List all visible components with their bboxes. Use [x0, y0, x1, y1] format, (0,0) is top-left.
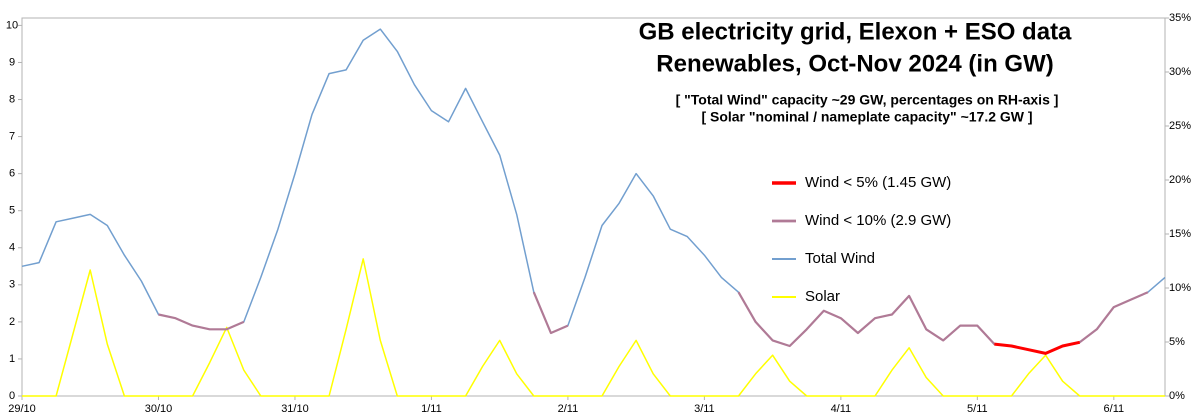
y-tick-label: 4: [9, 242, 15, 254]
chart-title: GB electricity grid, Elexon + ESO data: [639, 18, 1072, 45]
y2-tick-label: 20%: [1169, 174, 1191, 186]
y2-tick-label: 25%: [1169, 120, 1191, 132]
x-tick-label: 6/11: [1104, 403, 1125, 415]
x-tick-label: 2/11: [558, 403, 579, 415]
x-tick-label: 29/10: [8, 403, 36, 415]
annotation: [ "Total Wind" capacity ~29 GW, percenta…: [676, 92, 1059, 108]
y-tick-label: 2: [9, 316, 15, 328]
annotation: [ Solar "nominal / nameplate capacity" ~…: [701, 109, 1032, 125]
x-tick-label: 31/10: [281, 403, 309, 415]
y2-tick-label: 5%: [1169, 336, 1185, 348]
series-line: [22, 258, 1165, 397]
y-tick-label: 10: [6, 19, 18, 31]
legend-label: Solar: [805, 288, 840, 305]
y-tick-label: 7: [9, 130, 15, 142]
y2-tick-label: 10%: [1169, 282, 1191, 294]
y2-tick-label: 35%: [1169, 12, 1191, 24]
legend-label: Wind < 10% (2.9 GW): [805, 212, 951, 229]
y2-tick-label: 15%: [1169, 228, 1191, 240]
x-tick-label: 1/11: [421, 403, 442, 415]
chart-subtitle: Renewables, Oct-Nov 2024 (in GW): [656, 50, 1053, 77]
y-tick-label: 6: [9, 168, 15, 180]
legend-label: Total Wind: [805, 250, 875, 267]
series-line: [994, 340, 1081, 355]
legend-label: Wind < 5% (1.45 GW): [805, 174, 951, 191]
x-tick-label: 5/11: [967, 403, 988, 415]
y-tick-label: 0: [9, 390, 15, 402]
series-line: [21, 28, 1166, 355]
y-tick-label: 8: [9, 93, 15, 105]
x-tick-label: 3/11: [694, 403, 715, 415]
y-tick-label: 3: [9, 279, 15, 291]
y-tick-label: 5: [9, 205, 15, 217]
x-tick-label: 4/11: [831, 403, 852, 415]
y-tick-label: 9: [9, 56, 15, 68]
y-tick-label: 1: [9, 353, 15, 365]
x-tick-label: 30/10: [145, 403, 173, 415]
y2-tick-label: 30%: [1169, 66, 1191, 78]
y2-tick-label: 0%: [1169, 390, 1185, 402]
